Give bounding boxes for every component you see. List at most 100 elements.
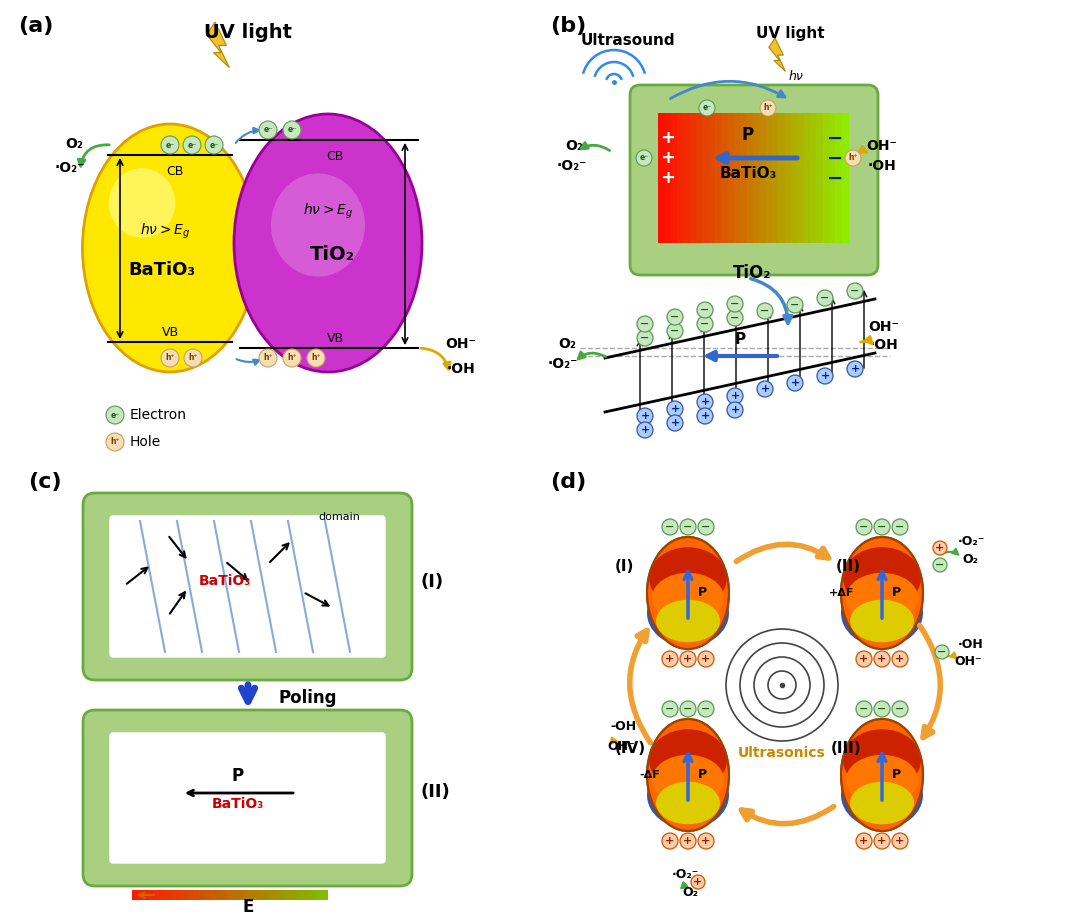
FancyArrowPatch shape — [611, 738, 618, 743]
Text: OH⁻: OH⁻ — [866, 139, 896, 153]
Text: P: P — [232, 767, 244, 785]
Text: +: + — [877, 654, 887, 664]
Bar — [305, 890, 311, 900]
Circle shape — [935, 645, 949, 659]
FancyArrowPatch shape — [630, 630, 650, 743]
Ellipse shape — [846, 573, 918, 623]
Text: Ultrasound: Ultrasound — [581, 33, 675, 48]
Circle shape — [205, 136, 222, 154]
Text: e⁻: e⁻ — [210, 141, 218, 150]
Bar — [176, 890, 183, 900]
Circle shape — [727, 310, 743, 326]
Text: +: + — [661, 149, 675, 167]
Text: (III): (III) — [831, 741, 862, 756]
Bar — [283, 890, 288, 900]
Bar — [715, 113, 721, 243]
Text: +: + — [671, 418, 679, 428]
Bar — [684, 113, 690, 243]
Circle shape — [787, 375, 804, 391]
Circle shape — [892, 519, 908, 535]
Circle shape — [847, 283, 863, 299]
Circle shape — [698, 833, 714, 849]
Text: −: − — [827, 168, 843, 187]
Bar — [255, 890, 260, 900]
Text: TiO₂: TiO₂ — [732, 264, 771, 282]
Circle shape — [699, 100, 715, 116]
Text: P: P — [892, 768, 901, 781]
Text: −: − — [700, 319, 710, 329]
Text: O₂: O₂ — [65, 137, 83, 151]
FancyArrowPatch shape — [919, 625, 941, 738]
Bar — [791, 113, 798, 243]
Circle shape — [760, 100, 777, 116]
Polygon shape — [769, 38, 785, 72]
Text: −: − — [671, 312, 679, 322]
Bar — [288, 890, 294, 900]
Circle shape — [874, 651, 890, 667]
Circle shape — [680, 701, 696, 717]
Circle shape — [636, 150, 652, 166]
Bar — [779, 113, 785, 243]
Ellipse shape — [649, 729, 727, 791]
Text: −: − — [665, 522, 675, 532]
Circle shape — [667, 415, 683, 431]
Text: +: + — [700, 411, 710, 421]
Text: −: − — [860, 522, 868, 532]
Text: VB: VB — [326, 332, 343, 345]
Text: +: + — [935, 543, 945, 553]
Text: +: + — [701, 836, 711, 846]
Bar — [249, 890, 255, 900]
Text: -OH: -OH — [610, 720, 636, 733]
Bar — [823, 113, 829, 243]
Circle shape — [892, 701, 908, 717]
Bar — [199, 890, 205, 900]
Text: e⁻: e⁻ — [165, 141, 175, 150]
Bar — [740, 113, 747, 243]
Bar — [690, 113, 697, 243]
FancyArrowPatch shape — [707, 352, 778, 360]
Bar — [671, 113, 677, 243]
Text: P: P — [698, 586, 707, 599]
Text: −: − — [827, 149, 843, 167]
Text: +: + — [701, 654, 711, 664]
Text: +: + — [760, 384, 770, 394]
Circle shape — [757, 303, 773, 319]
Ellipse shape — [841, 537, 923, 649]
Circle shape — [727, 388, 743, 404]
Text: $hν>E_g$: $hν>E_g$ — [302, 202, 353, 221]
Text: UV light: UV light — [204, 23, 292, 42]
Circle shape — [933, 541, 947, 555]
Text: BaTiO₃: BaTiO₃ — [199, 574, 252, 588]
Bar — [734, 113, 741, 243]
Ellipse shape — [843, 729, 921, 791]
Text: ·OH: ·OH — [868, 159, 896, 173]
Text: TiO₂: TiO₂ — [310, 245, 354, 264]
Text: h⁺: h⁺ — [287, 354, 297, 362]
Circle shape — [183, 136, 201, 154]
Circle shape — [667, 323, 683, 339]
Circle shape — [161, 349, 179, 367]
FancyArrowPatch shape — [943, 549, 958, 554]
FancyArrowPatch shape — [79, 145, 109, 166]
Circle shape — [816, 290, 833, 306]
Circle shape — [161, 136, 179, 154]
Bar — [759, 113, 766, 243]
FancyBboxPatch shape — [630, 85, 878, 275]
Circle shape — [637, 316, 653, 332]
Bar — [841, 113, 849, 243]
Text: P: P — [698, 768, 707, 781]
Ellipse shape — [234, 114, 422, 372]
FancyArrowPatch shape — [235, 128, 259, 142]
Bar — [193, 890, 200, 900]
Text: ·O₂⁻: ·O₂⁻ — [672, 868, 700, 881]
Text: −: − — [860, 704, 868, 714]
Bar — [728, 113, 734, 243]
Bar — [132, 890, 138, 900]
Circle shape — [856, 701, 872, 717]
Circle shape — [892, 651, 908, 667]
Circle shape — [283, 121, 301, 139]
FancyBboxPatch shape — [83, 493, 411, 680]
Text: O₂: O₂ — [558, 337, 576, 351]
Text: OH⁻: OH⁻ — [445, 337, 476, 351]
Text: P: P — [892, 586, 901, 599]
